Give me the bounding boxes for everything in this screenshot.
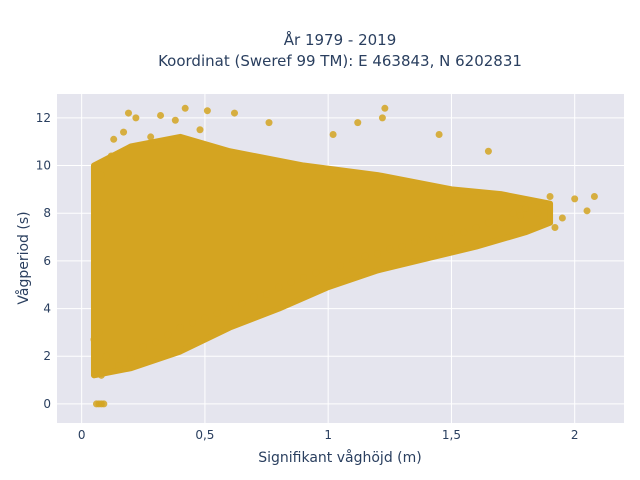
data-point <box>263 290 271 298</box>
data-point <box>275 283 283 291</box>
data-point <box>516 212 524 220</box>
data-point <box>541 202 549 210</box>
data-point <box>157 111 165 119</box>
data-point <box>102 352 110 360</box>
y-tick-label: 2 <box>43 349 51 363</box>
chart-title-line-1: År 1979 - 2019 <box>284 30 397 49</box>
x-tick-label: 0,5 <box>195 428 214 442</box>
data-point <box>250 293 258 301</box>
x-tick-label: 1,5 <box>442 428 461 442</box>
data-point <box>132 114 140 122</box>
data-point <box>90 336 98 344</box>
data-point <box>329 131 337 139</box>
data-point <box>398 243 406 251</box>
data-point <box>120 128 128 136</box>
data-point <box>300 274 308 282</box>
data-point <box>460 228 468 236</box>
y-tick-label: 4 <box>43 302 51 316</box>
data-point <box>107 152 115 160</box>
x-tick-label: 2 <box>571 428 579 442</box>
y-tick-label: 8 <box>43 206 51 220</box>
data-point <box>287 278 295 286</box>
data-point <box>115 362 123 370</box>
data-point <box>534 209 542 217</box>
data-point <box>349 257 357 265</box>
data-point <box>97 171 105 179</box>
data-point <box>127 355 135 363</box>
data-point <box>423 235 431 243</box>
data-point <box>181 104 189 112</box>
data-point <box>373 250 381 258</box>
data-point <box>590 193 598 201</box>
data-point <box>226 305 234 313</box>
data-point <box>110 135 118 143</box>
data-point <box>230 109 238 117</box>
data-point <box>551 224 559 232</box>
data-point <box>447 228 455 236</box>
y-tick-label: 10 <box>36 159 51 173</box>
data-point <box>497 219 505 227</box>
data-point <box>435 233 443 241</box>
chart-title-line-2: Koordinat (Sweref 99 TM): E 463843, N 62… <box>158 52 522 70</box>
data-point <box>152 338 160 346</box>
data-point <box>203 107 211 115</box>
data-point <box>571 195 579 203</box>
data-point <box>583 207 591 215</box>
data-point <box>361 252 369 260</box>
data-point <box>381 104 389 112</box>
data-points <box>90 104 598 408</box>
data-point <box>171 116 179 124</box>
x-axis-title: Signifikant våghöjd (m) <box>258 449 421 466</box>
data-point <box>124 109 132 117</box>
data-point <box>546 193 554 201</box>
y-tick-label: 6 <box>43 254 51 268</box>
dense-point-cloud <box>90 133 554 379</box>
data-point <box>139 343 147 351</box>
data-point <box>378 114 386 122</box>
data-point <box>265 119 273 127</box>
x-tick-label: 0 <box>78 428 86 442</box>
data-point <box>122 364 130 372</box>
data-point <box>509 209 517 217</box>
data-point <box>100 200 108 208</box>
data-point <box>337 262 344 270</box>
data-point <box>164 331 172 339</box>
y-tick-labels: 0 2 4 6 8 10 12 <box>36 111 51 411</box>
data-point <box>484 219 492 227</box>
x-tick-label: 1 <box>324 428 332 442</box>
data-point <box>558 214 566 222</box>
data-point <box>410 238 418 246</box>
data-point <box>196 126 204 134</box>
density-layer <box>90 133 554 379</box>
data-point <box>312 269 320 277</box>
data-point <box>92 367 100 375</box>
data-point <box>324 266 332 274</box>
data-point <box>435 131 443 139</box>
data-point <box>213 309 221 317</box>
data-point <box>189 319 197 327</box>
y-tick-label: 12 <box>36 111 51 125</box>
y-tick-label: 0 <box>43 397 51 411</box>
data-point <box>176 324 184 332</box>
data-point <box>147 133 155 141</box>
data-point <box>100 400 108 408</box>
data-point <box>238 300 246 308</box>
y-axis-title: Vågperiod (s) <box>15 211 32 304</box>
data-point <box>484 147 492 155</box>
data-point <box>521 204 529 212</box>
data-point <box>97 371 105 379</box>
data-point <box>95 328 103 336</box>
x-tick-labels: 0 0,5 1 1,5 2 <box>78 428 579 442</box>
data-point <box>201 314 209 322</box>
data-point <box>386 245 394 253</box>
data-point <box>354 119 362 127</box>
data-point <box>472 224 480 232</box>
